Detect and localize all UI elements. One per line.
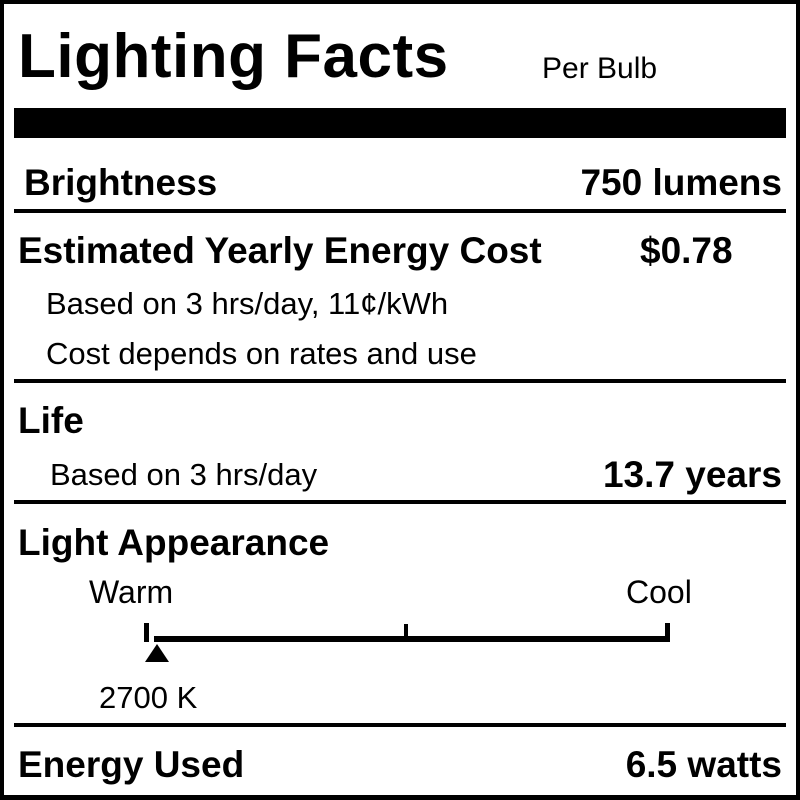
title-bar — [14, 108, 786, 138]
energy-cost-label: Estimated Yearly Energy Cost — [18, 230, 542, 271]
brightness-label: Brightness — [24, 162, 218, 203]
warm-label: Warm — [89, 574, 174, 610]
temperature-marker-icon — [145, 644, 169, 662]
scale-middle-tick — [404, 624, 408, 638]
color-temperature-value: 2700 K — [99, 680, 198, 715]
life-value: 13.7 years — [602, 454, 782, 495]
divider — [14, 379, 786, 383]
energy-used-label: Energy Used — [18, 744, 245, 785]
life-label: Life — [18, 400, 84, 441]
scale-bar — [154, 636, 669, 642]
divider — [14, 723, 786, 727]
energy-cost-note-rate: Based on 3 hrs/day, 11¢/kWh — [46, 286, 449, 321]
energy-used-value: 6.5 watts — [625, 744, 782, 785]
cool-label: Cool — [626, 574, 692, 610]
label-subtitle: Per Bulb — [542, 52, 658, 85]
color-temperature-scale — [144, 623, 670, 662]
scale-left-tick — [144, 623, 149, 642]
divider — [14, 500, 786, 504]
label-title: Lighting Facts — [18, 22, 449, 91]
brightness-value: 750 lumens — [580, 162, 782, 203]
scale-right-tick — [665, 623, 670, 642]
energy-cost-note-depends: Cost depends on rates and use — [46, 336, 477, 371]
divider — [14, 209, 786, 213]
light-appearance-label: Light Appearance — [18, 522, 330, 563]
life-note: Based on 3 hrs/day — [50, 457, 318, 492]
energy-cost-value: $0.78 — [640, 230, 733, 271]
